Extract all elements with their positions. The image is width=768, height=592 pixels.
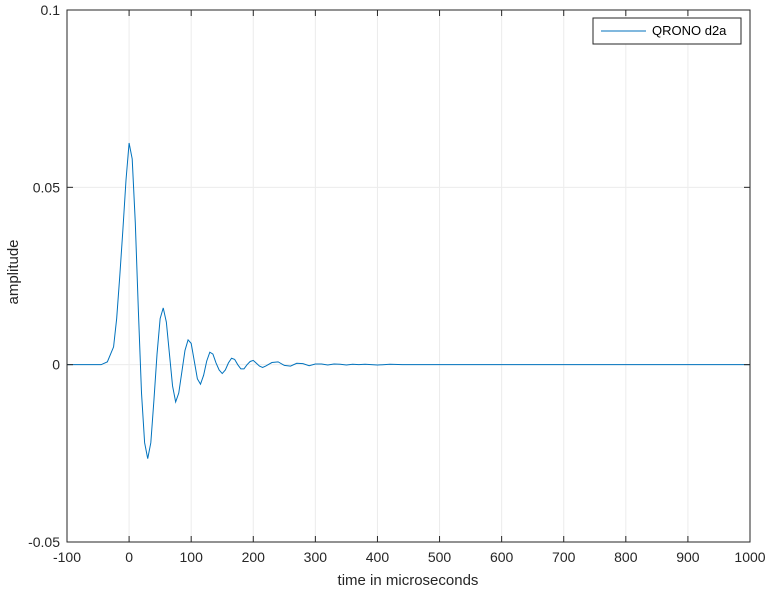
y-tick-label: 0 xyxy=(52,357,60,373)
x-axis-title: time in microseconds xyxy=(338,572,479,589)
x-tick-label: 400 xyxy=(366,549,390,565)
x-tick-label: 900 xyxy=(676,549,700,565)
x-tick-label: 800 xyxy=(614,549,638,565)
y-tick-label: -0.05 xyxy=(28,534,60,550)
legend-label: QRONO d2a xyxy=(652,23,727,38)
series-line xyxy=(67,142,750,459)
x-tick-label: 0 xyxy=(125,549,133,565)
axes-box xyxy=(66,9,751,543)
y-tick-label: 0.1 xyxy=(41,2,61,18)
x-tick-label: 200 xyxy=(242,549,266,565)
x-tick-label: 600 xyxy=(490,549,514,565)
legend: QRONO d2a xyxy=(592,17,742,45)
x-tick-label: 300 xyxy=(304,549,328,565)
x-tick-label: 1000 xyxy=(734,549,765,565)
y-axis-title: amplitude xyxy=(5,239,22,304)
x-tick-label: 500 xyxy=(428,549,452,565)
x-tick-label: 700 xyxy=(552,549,576,565)
x-tick-label: 100 xyxy=(180,549,204,565)
y-tick-label: 0.05 xyxy=(33,179,60,195)
plot-area: -100 0 100 200 300 400 500 600 700 800 900 1000 -0.0… xyxy=(28,2,766,565)
x-tick-label: -100 xyxy=(53,549,81,565)
